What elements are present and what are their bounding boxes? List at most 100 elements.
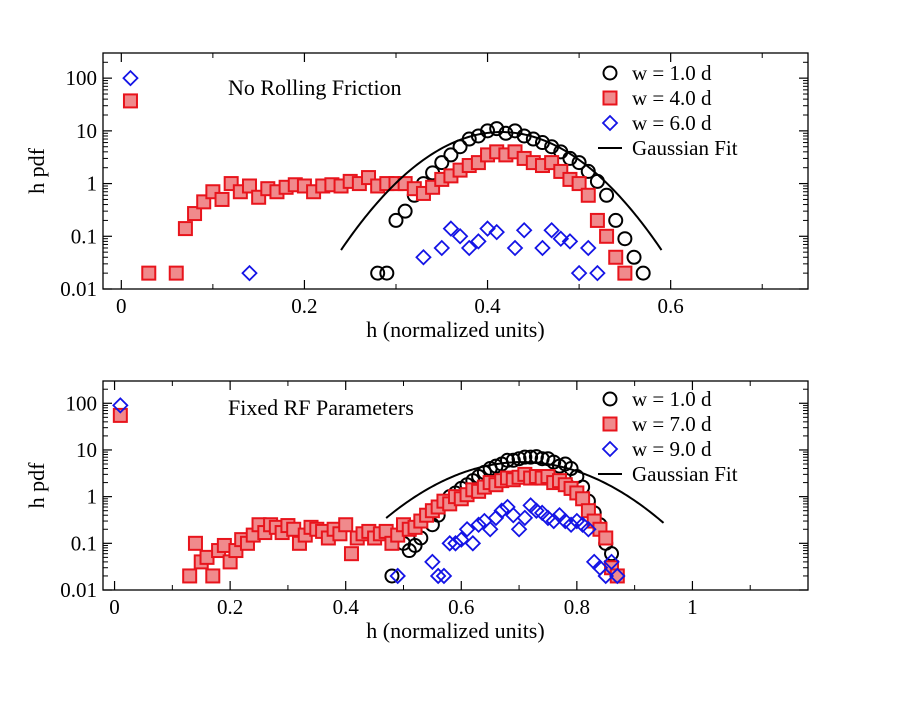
data-point-diamond [470, 233, 487, 250]
data-point-square [608, 249, 624, 265]
data-point-diamond [481, 520, 499, 538]
y-tick-label: 0.1 [71, 531, 97, 555]
data-point-diamond [528, 502, 545, 519]
x-tick-label: 0.2 [217, 595, 243, 619]
data-point-square [141, 265, 157, 281]
data-point-diamond [603, 553, 620, 571]
x-tick-label: 0 [116, 294, 127, 318]
data-point-square [599, 228, 615, 244]
data-point-square [343, 546, 359, 562]
y-tick-label: 10 [76, 119, 97, 143]
y-tick-label: 100 [66, 391, 98, 415]
gaussian-fit-line [340, 131, 663, 251]
plot-frame [102, 380, 809, 591]
data-point-square [214, 191, 230, 207]
data-point-square [112, 407, 128, 423]
x-tick-label: 0.2 [291, 294, 317, 318]
data-point-diamond [241, 264, 258, 282]
data-point-diamond [122, 69, 139, 87]
legend-label: w = 6.0 d [632, 111, 712, 135]
data-point-diamond [561, 233, 579, 250]
data-point-diamond [433, 239, 451, 257]
data-point-circle [608, 212, 624, 228]
data-point-circle [480, 123, 496, 139]
x-axis-label: h (normalized units) [366, 317, 544, 342]
data-point-circle [626, 249, 642, 265]
data-point-diamond [510, 520, 528, 538]
legend-swatch-square [602, 90, 618, 106]
data-point-diamond [516, 509, 534, 527]
data-point-square [617, 265, 633, 281]
x-tick-label: 0.8 [564, 595, 590, 619]
data-point-square [122, 93, 138, 109]
series-square [112, 407, 625, 584]
legend-label: w = 4.0 d [632, 86, 712, 110]
data-point-diamond [460, 239, 478, 257]
legend-label: Gaussian Fit [632, 462, 738, 486]
x-tick-label: 0.4 [333, 595, 360, 619]
plot-area [122, 69, 663, 282]
data-point-diamond [424, 553, 441, 571]
chart-title: No Rolling Friction [228, 75, 402, 100]
y-tick-label: 100 [66, 66, 98, 90]
data-point-circle [379, 265, 395, 281]
y-tick-label: 1 [87, 172, 98, 196]
data-point-diamond [429, 567, 447, 585]
data-point-circle [571, 155, 587, 171]
data-point-diamond [580, 520, 597, 538]
data-point-diamond [479, 220, 496, 237]
x-tick-label: 0.6 [448, 595, 474, 619]
data-point-square [338, 517, 354, 533]
data-point-diamond [506, 239, 524, 257]
data-point-circle [388, 212, 404, 228]
y-tick-label: 10 [76, 438, 97, 462]
data-point-diamond [597, 567, 615, 585]
y-axis-label: h pdf [24, 147, 49, 194]
data-point-diamond [545, 512, 563, 530]
y-tick-label: 0.01 [60, 277, 97, 301]
data-point-circle [489, 121, 505, 137]
data-point-diamond [570, 264, 588, 282]
legend-label: w = 7.0 d [632, 412, 712, 436]
data-point-circle [397, 203, 413, 219]
y-tick-label: 0.1 [71, 224, 97, 248]
data-point-diamond [464, 535, 482, 552]
data-point-diamond [389, 567, 406, 585]
data-point-circle [523, 449, 539, 465]
legend-label: w = 1.0 d [632, 61, 712, 85]
legend-label: w = 1.0 d [632, 387, 712, 411]
legend-label: w = 9.0 d [632, 437, 712, 461]
data-point-diamond [534, 239, 551, 257]
data-point-diamond [562, 516, 580, 534]
y-tick-label: 0.01 [60, 578, 97, 602]
gaussian-fit-line [385, 461, 665, 524]
data-point-circle [589, 173, 605, 189]
data-point-diamond [579, 239, 597, 257]
plot-area [112, 397, 665, 585]
legend-swatch-circle [602, 391, 618, 407]
data-point-diamond [442, 220, 460, 237]
data-point-circle [604, 546, 620, 562]
series-diamond [122, 69, 606, 282]
x-tick-label: 0 [109, 595, 120, 619]
data-point-square [205, 568, 221, 584]
data-point-square [187, 535, 203, 551]
legend-label: Gaussian Fit [632, 136, 738, 160]
data-point-diamond [447, 535, 464, 552]
data-point-square [168, 265, 184, 281]
data-point-diamond [609, 567, 626, 585]
y-axis-label: h pdf [24, 462, 49, 509]
x-tick-label: 1 [687, 595, 698, 619]
data-point-diamond [112, 397, 129, 414]
data-point-circle [434, 155, 450, 171]
panel-bottom: 0 0.2 0.4 0.6 0.8 1 0.01 0.1 1 10 100 h (normalized… [24, 380, 809, 643]
data-point-diamond [470, 516, 487, 534]
legend-swatch-diamond [601, 114, 619, 132]
data-point-square [598, 530, 614, 546]
legend-swatch-diamond [601, 440, 619, 458]
data-point-square [589, 212, 605, 228]
data-point-circle [370, 265, 386, 281]
data-point-diamond [451, 228, 469, 245]
y-tick-label: 1 [87, 485, 98, 509]
